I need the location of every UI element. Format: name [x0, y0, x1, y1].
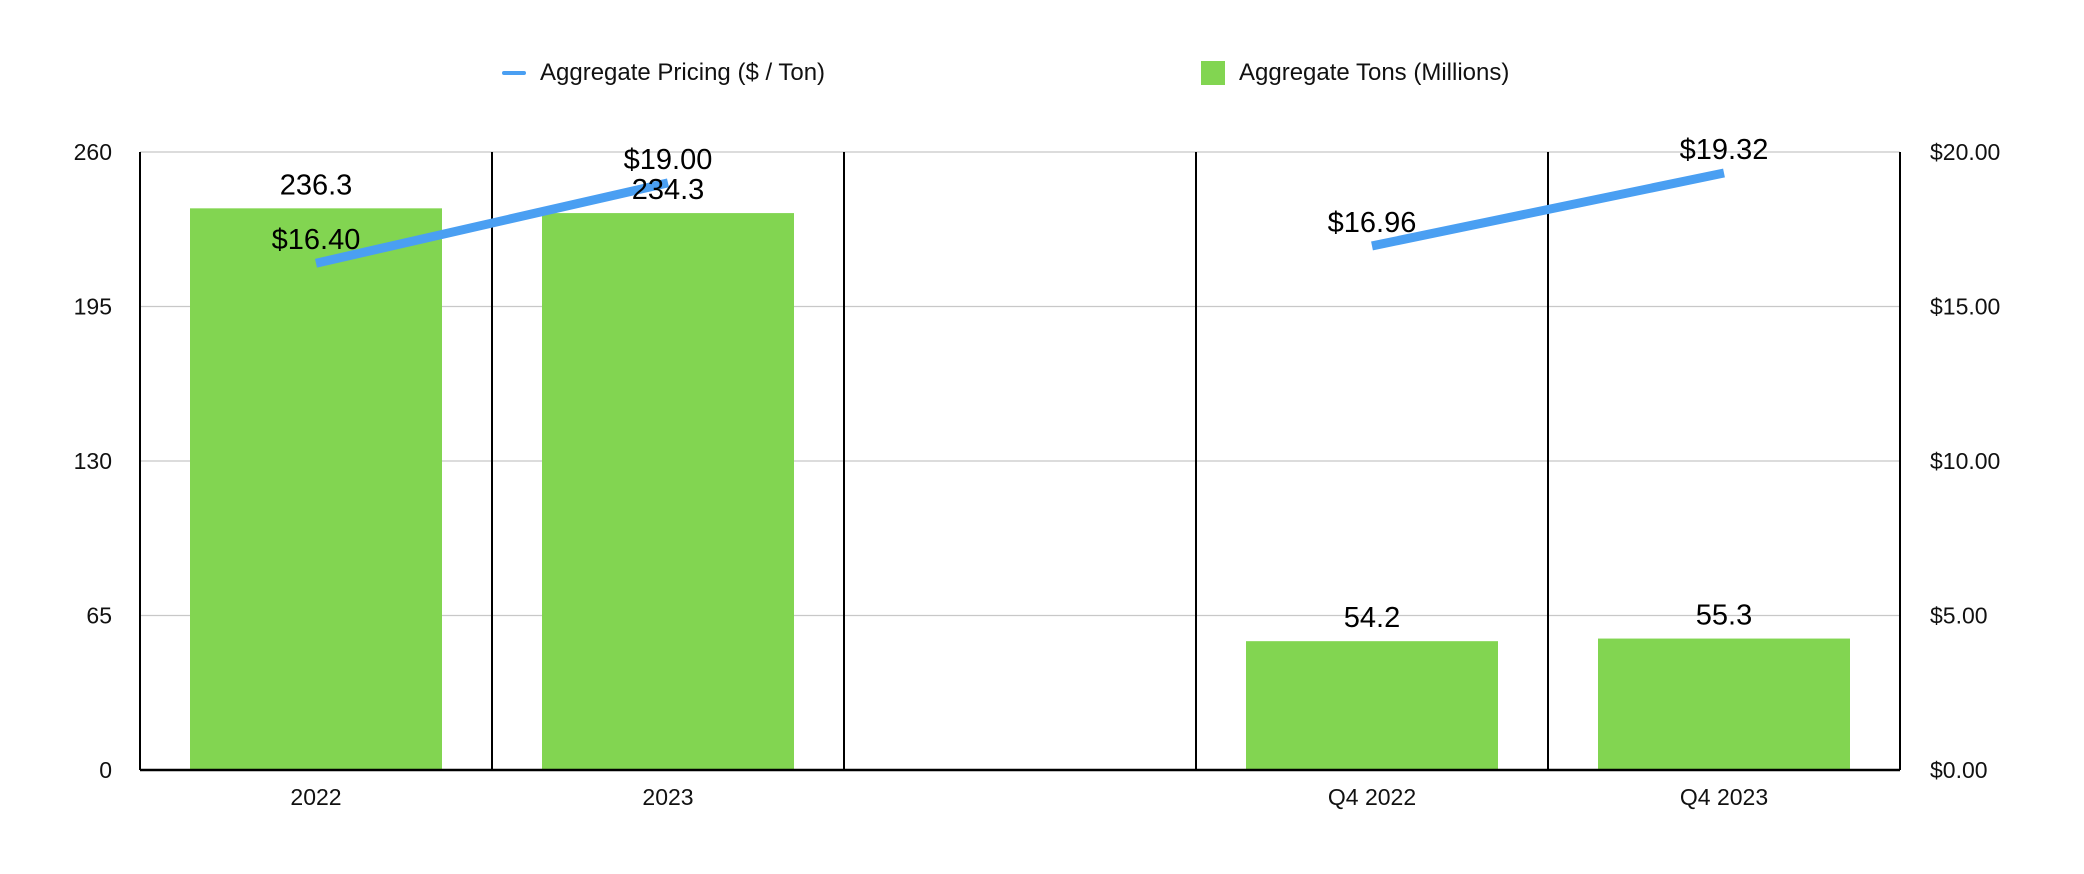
y-right-tick-label: $15.00 [1930, 294, 2000, 320]
bar [542, 213, 794, 771]
y-left-tick-label: 130 [74, 448, 112, 474]
y-right-tick-label: $5.00 [1930, 603, 1988, 629]
data-labels: 236.3 234.3 54.2 55.3 $16.40 $19.00 $16.96 $19.… [272, 134, 1769, 634]
y-left-tick-label: 260 [74, 139, 112, 165]
x-tick-label: 2023 [642, 784, 693, 810]
y-left-tick-label: 0 [99, 757, 112, 783]
legend-label-pricing: Aggregate Pricing ($ / Ton) [540, 59, 826, 86]
bar [190, 208, 442, 771]
legend-line-swatch [502, 71, 526, 75]
bar [1246, 641, 1498, 770]
pricing-value-label: $16.40 [272, 224, 361, 256]
line-series [314, 168, 1725, 268]
axes: 0 65 130 195 260 $0.00 $5.00 $10.00 $15.00 $20.00… [74, 139, 2001, 810]
pricing-line-segment [1371, 168, 1725, 251]
x-tick-label: Q4 2023 [1680, 784, 1768, 810]
pricing-value-label: $19.32 [1680, 134, 1769, 166]
x-tick-label: Q4 2022 [1328, 784, 1416, 810]
bar-value-label: 55.3 [1696, 600, 1752, 632]
legend-item-tons: Aggregate Tons (Millions) [1201, 56, 1509, 90]
legend-label-tons: Aggregate Tons (Millions) [1239, 59, 1510, 86]
pricing-value-label: $16.96 [1328, 207, 1417, 239]
y-right-tick-label: $10.00 [1930, 448, 2000, 474]
legend-item-pricing: Aggregate Pricing ($ / Ton) [502, 56, 825, 90]
bar-value-label: 234.3 [632, 174, 705, 206]
y-left-tick-label: 195 [74, 294, 112, 320]
legend-bar-swatch [1201, 61, 1225, 85]
x-tick-label: 2022 [290, 784, 341, 810]
y-left-tick-label: 65 [86, 603, 112, 629]
category-separators [139, 152, 1901, 770]
bar [1598, 638, 1850, 770]
bar-value-label: 54.2 [1344, 602, 1400, 634]
y-right-tick-label: $0.00 [1930, 757, 1988, 783]
bar-series [190, 208, 1850, 771]
pricing-value-label: $19.00 [624, 144, 713, 176]
pricing-line-segment [314, 178, 670, 268]
bar-value-label: 236.3 [280, 169, 353, 201]
y-right-tick-label: $20.00 [1930, 139, 2000, 165]
legend: Aggregate Pricing ($ / Ton) Aggregate To… [0, 56, 2084, 90]
